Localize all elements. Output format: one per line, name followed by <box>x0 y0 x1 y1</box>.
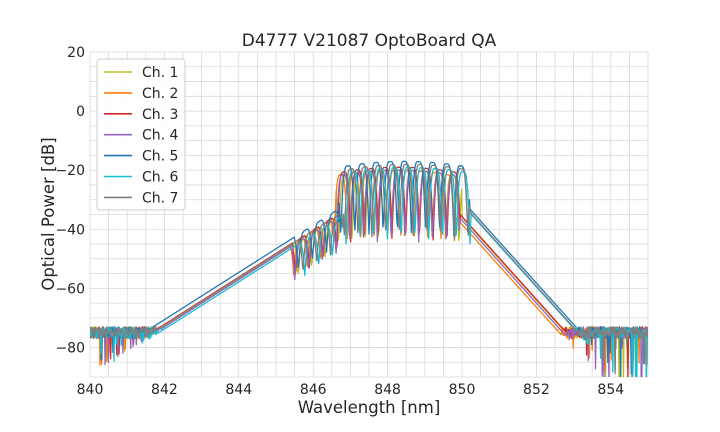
x-tick-label: 848 <box>374 382 401 398</box>
x-tick-label: 852 <box>523 382 550 398</box>
y-tick-label: −80 <box>55 340 85 356</box>
legend-label: Ch. 6 <box>142 170 179 186</box>
y-tick-labels: −80 −60 −40 −20 0 20 <box>55 45 85 356</box>
y-tick-label: −20 <box>55 163 85 179</box>
x-axis-label: Wavelength [nm] <box>298 398 441 417</box>
x-tick-labels: 840 842 844 846 848 850 852 854 <box>77 382 625 398</box>
legend: Ch. 1 Ch. 2 Ch. 3 Ch. 4 Ch. 5 Ch. 6 Ch. 7 <box>96 58 186 211</box>
legend-label: Ch. 2 <box>142 86 178 102</box>
legend-label: Ch. 4 <box>142 128 179 144</box>
plot-lines <box>90 160 648 377</box>
y-axis-label: Optical Power [dB] <box>39 137 58 290</box>
legend-label: Ch. 5 <box>142 149 178 165</box>
legend-box <box>96 58 186 211</box>
series-line <box>90 160 648 377</box>
series-line <box>90 163 648 375</box>
x-tick-label: 850 <box>449 382 476 398</box>
chart-title: D4777 V21087 OptoBoard QA <box>242 31 497 51</box>
y-tick-label: 20 <box>67 45 85 61</box>
x-tick-label: 854 <box>597 382 624 398</box>
x-tick-label: 840 <box>77 382 104 398</box>
legend-label: Ch. 7 <box>142 190 178 206</box>
y-tick-label: −40 <box>55 222 85 238</box>
legend-label: Ch. 1 <box>142 65 178 81</box>
x-tick-label: 846 <box>300 382 327 398</box>
x-tick-label: 844 <box>225 382 252 398</box>
y-tick-label: 0 <box>76 104 85 120</box>
y-tick-label: −60 <box>55 281 85 297</box>
legend-label: Ch. 3 <box>142 107 178 123</box>
x-tick-label: 842 <box>151 382 178 398</box>
